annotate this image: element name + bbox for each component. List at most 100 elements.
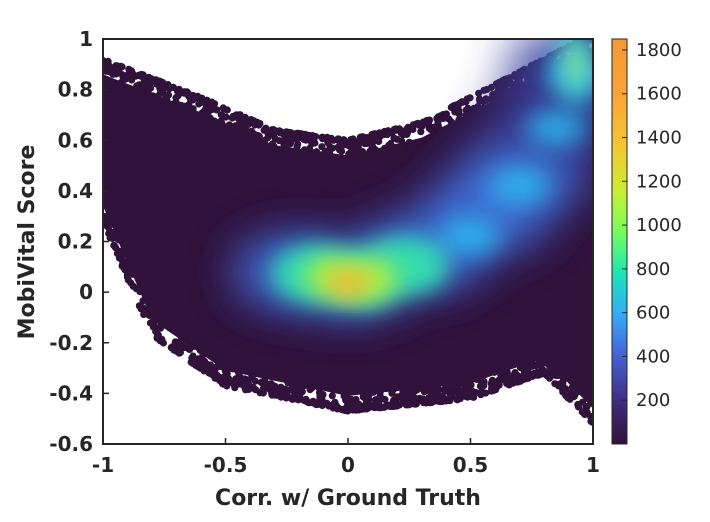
scatter-point — [589, 31, 596, 38]
scatter-point — [128, 76, 136, 84]
scatter-point — [469, 393, 477, 401]
colorbar-tick-label: 200 — [636, 390, 670, 411]
scatter-point — [579, 398, 587, 406]
scatter-point — [236, 379, 244, 387]
scatter-point — [462, 375, 470, 383]
scatter-point — [159, 339, 167, 347]
scatter-point — [494, 79, 502, 87]
y-ticks: -0.6 -0.4 -0.2 0 0.2 0.4 0.6 0.8 1 — [49, 27, 109, 456]
density-blob — [440, 218, 501, 255]
scatter-point — [188, 355, 196, 363]
scatter-point — [251, 121, 259, 129]
plot-area — [103, 31, 596, 426]
scatter-point — [378, 403, 386, 411]
scatter-point — [176, 89, 185, 97]
scatter-point — [377, 383, 385, 391]
scatter-point — [123, 258, 131, 266]
scatter-point — [251, 377, 259, 385]
colorbar-tick-label: 1600 — [636, 84, 682, 105]
scatter-point — [250, 384, 258, 392]
density-blob — [526, 109, 587, 146]
scatter-point — [323, 133, 331, 141]
scatter-point — [509, 379, 517, 387]
scatter-point — [454, 104, 462, 112]
scatter-point — [283, 135, 291, 143]
scatter-point — [211, 117, 219, 125]
scatter-point — [530, 369, 538, 377]
scatter-point — [270, 126, 278, 134]
scatter-point — [370, 130, 378, 138]
scatter-point — [136, 285, 144, 293]
scatter-point — [270, 142, 278, 150]
x-tick-label: -0.5 — [204, 453, 248, 477]
scatter-point — [488, 376, 496, 384]
scatter-point — [163, 96, 171, 104]
scatter-point — [187, 336, 195, 344]
scatter-point — [553, 361, 561, 369]
scatter-point — [420, 388, 428, 396]
scatter-point — [338, 147, 346, 155]
scatter-point — [390, 385, 398, 393]
scatter-point — [403, 383, 411, 391]
scatter-point — [415, 121, 423, 129]
scatter-point — [398, 142, 406, 150]
scatter-point — [261, 370, 269, 378]
scatter-point — [212, 353, 220, 361]
scatter-point — [124, 266, 132, 274]
scatter-point — [368, 144, 376, 152]
scatter-point — [570, 393, 578, 401]
scatter-point — [197, 358, 205, 366]
scatter-point — [317, 154, 325, 162]
scatter-point — [186, 345, 194, 353]
scatter-point — [458, 98, 466, 106]
scatter-point — [288, 395, 296, 403]
scatter-point — [293, 389, 302, 397]
scatter-point — [331, 402, 339, 410]
scatter-point — [247, 370, 256, 378]
scatter-point — [225, 121, 233, 129]
scatter-point — [103, 202, 108, 210]
scatter-point — [559, 368, 568, 376]
scatter-point — [475, 89, 483, 97]
scatter-point — [202, 101, 210, 109]
colorbar-tick-label: 800 — [636, 259, 670, 280]
scatter-point — [145, 81, 154, 89]
scatter-point — [239, 119, 247, 128]
x-tick-label: 0.5 — [453, 453, 488, 477]
scatter-point — [217, 117, 225, 125]
density-layer — [328, 270, 368, 299]
density-glow — [229, 39, 593, 320]
scatter-point — [116, 81, 124, 89]
scatter-point — [271, 135, 279, 143]
scatter-point — [141, 308, 150, 316]
scatter-point — [122, 250, 130, 258]
scatter-point — [316, 385, 324, 393]
scatter-point — [136, 83, 144, 91]
scatter-point — [453, 382, 461, 390]
scatter-point — [396, 393, 404, 401]
scatter-point — [231, 384, 239, 392]
scatter-point — [196, 346, 204, 354]
scatter-point — [477, 391, 485, 399]
scatter-point — [193, 94, 202, 102]
scatter-point — [288, 386, 296, 394]
colorbar: 200 400 600 800 1000 1200 1400 1600 1800 — [611, 38, 682, 445]
scatter-point — [431, 388, 439, 396]
scatter-point — [232, 111, 240, 119]
scatter-point — [473, 375, 481, 383]
colorbar-tick-label: 600 — [636, 303, 670, 324]
scatter-point — [373, 148, 381, 156]
scatter-point — [538, 365, 546, 373]
scatter-point — [523, 367, 532, 375]
scatter-point — [138, 72, 146, 80]
scatter-point — [436, 127, 444, 135]
scatter-core-band — [103, 49, 593, 409]
scatter-point — [356, 135, 364, 143]
scatter-point — [180, 343, 188, 352]
scatter-point — [487, 83, 495, 91]
scatter-point — [562, 392, 570, 400]
scatter-point — [111, 66, 119, 74]
colorbar-ticks: 200 400 600 800 1000 1200 1400 1600 1800 — [622, 40, 682, 411]
scatter-point — [409, 121, 417, 129]
scatter-point — [135, 302, 143, 310]
